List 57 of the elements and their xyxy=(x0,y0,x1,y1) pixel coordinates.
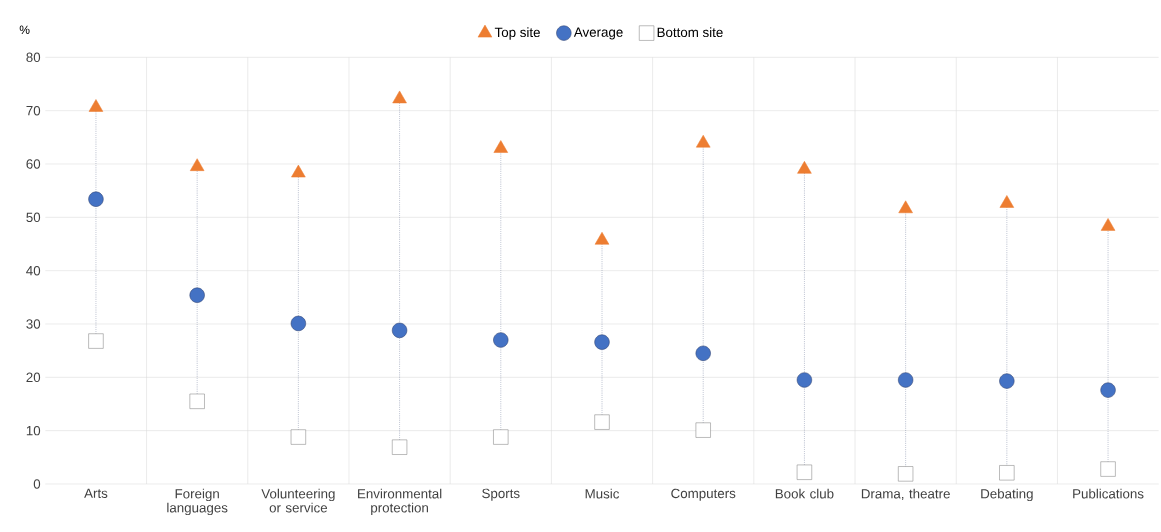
x-tick-label: Drama, theatre xyxy=(861,488,950,501)
point xyxy=(88,99,104,112)
point xyxy=(1100,218,1116,231)
point xyxy=(695,422,711,438)
point xyxy=(290,315,306,332)
y-tick-label: 20 xyxy=(26,372,41,383)
point xyxy=(999,195,1015,208)
x-tick-label: Publications xyxy=(1073,488,1144,499)
point xyxy=(290,429,306,445)
point xyxy=(189,393,205,409)
y-tick-label: 50 xyxy=(26,212,41,223)
y-tick-label: 60 xyxy=(26,159,41,169)
point xyxy=(493,140,508,153)
point xyxy=(797,161,812,174)
y-tick-label: 40 xyxy=(26,265,41,276)
point xyxy=(796,464,813,480)
point xyxy=(88,333,104,349)
point xyxy=(898,466,914,482)
legend-label: Average xyxy=(573,27,623,40)
point xyxy=(898,372,914,388)
point xyxy=(391,439,408,455)
x-tick-label: Environmental protection xyxy=(358,488,442,516)
point xyxy=(594,231,610,245)
y-tick-label: 10 xyxy=(26,425,41,436)
point xyxy=(1100,382,1116,398)
point xyxy=(594,334,610,350)
x-tick-label: Arts xyxy=(84,488,108,498)
point xyxy=(291,164,306,178)
legend-label: Bottom site xyxy=(657,27,723,38)
x-tick-label: Book club xyxy=(775,488,834,499)
y-tick-label: 80 xyxy=(26,52,41,63)
point xyxy=(88,191,104,207)
point xyxy=(189,158,205,171)
point xyxy=(898,200,913,214)
point xyxy=(695,345,711,361)
point xyxy=(999,465,1015,481)
point xyxy=(189,287,205,303)
x-tick-label: Foreign languages xyxy=(167,488,228,516)
y-tick-label: 0 xyxy=(33,479,41,489)
point xyxy=(1100,461,1116,477)
x-tick-label: Music xyxy=(585,488,620,499)
point xyxy=(391,322,408,338)
point xyxy=(999,373,1015,389)
point xyxy=(696,134,711,148)
point xyxy=(493,332,509,348)
y-tick-label: 70 xyxy=(26,105,41,116)
point xyxy=(594,414,610,430)
x-tick-label: Computers xyxy=(671,488,736,501)
x-tick-label: Volunteering or service xyxy=(261,488,335,513)
x-tick-label: Debating xyxy=(981,488,1033,502)
point xyxy=(796,372,813,388)
point xyxy=(392,90,407,104)
y-tick-label: 30 xyxy=(26,319,41,329)
legend-label: Top site xyxy=(494,27,540,40)
x-tick-label: Sports xyxy=(482,488,520,501)
point xyxy=(493,429,509,445)
y-axis-title: % xyxy=(19,25,30,34)
